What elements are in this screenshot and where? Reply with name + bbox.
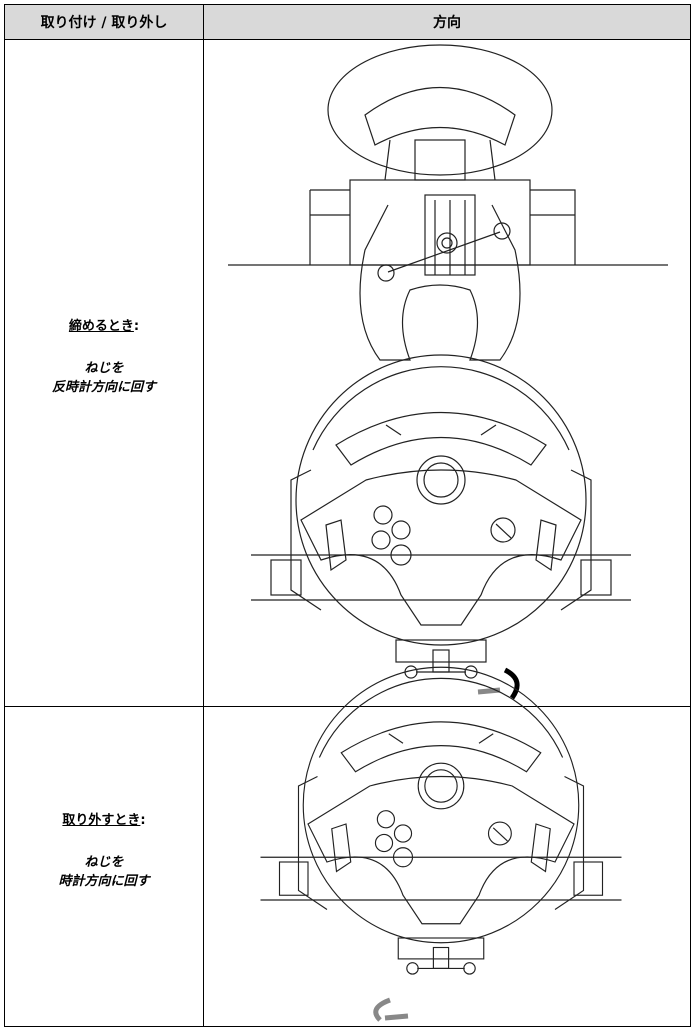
row: 取り外すとき: ねじを 時計方向に回す <box>4 706 691 1027</box>
label-text: 取り外すとき <box>62 813 141 828</box>
label-suffix: : <box>140 813 146 828</box>
cell: 締めるとき: ねじを 反時計方向に回す <box>4 39 204 707</box>
wheel-illustration <box>250 354 632 679</box>
label: 締めるとき: <box>5 315 203 334</box>
wheel-illustration <box>259 666 623 975</box>
instruction: 反時計方向に回す <box>51 380 156 395</box>
header-row: 取り付け / 取り外し 方向 <box>4 4 691 40</box>
instruction: ねじを <box>84 855 124 870</box>
row: 締めるとき: ねじを 反時計方向に回す <box>4 39 691 707</box>
cell <box>203 39 691 707</box>
table: 取り付け / 取り外し 方向 締めるとき: ねじを 反時計方向に回す 取り外すと… <box>4 4 691 1027</box>
cell <box>203 706 691 1027</box>
clamp-illustration <box>228 44 668 361</box>
header-cell: 取り付け / 取り外し <box>4 4 204 40</box>
instruction: 時計方向に回す <box>58 874 150 889</box>
cell: 取り外すとき: ねじを 時計方向に回す <box>4 706 204 1027</box>
label-text: 締めるとき <box>68 319 134 334</box>
label: 取り外すとき: <box>5 809 203 828</box>
label-suffix: : <box>133 319 140 334</box>
instruction: ねじを <box>84 361 124 376</box>
